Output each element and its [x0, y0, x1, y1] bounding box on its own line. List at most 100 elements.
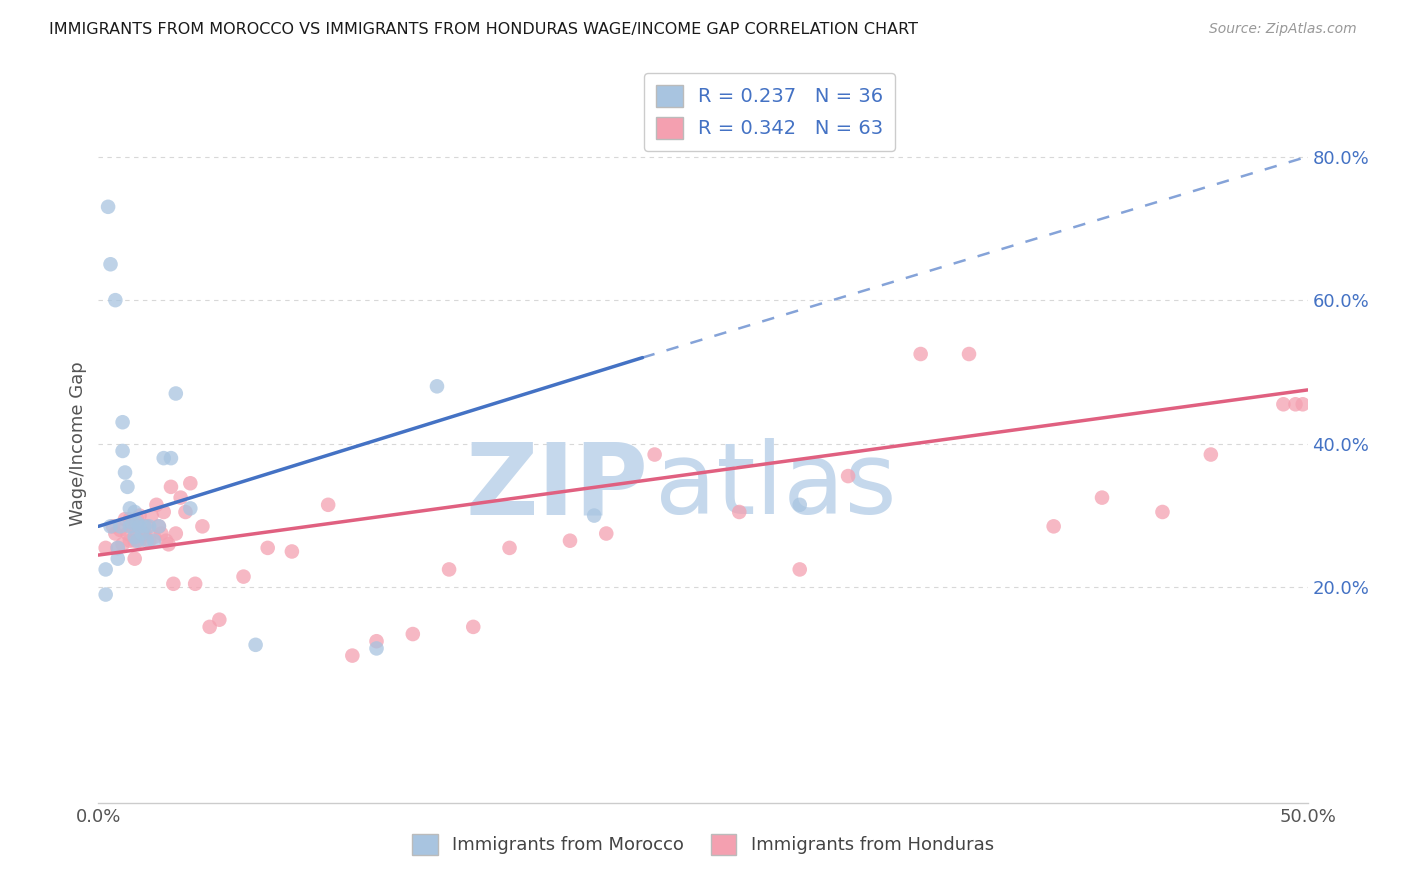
- Point: [107, 541, 129, 555]
- Point: [595, 526, 617, 541]
- Point: [107, 541, 129, 555]
- Point: [165, 526, 187, 541]
- Point: [184, 576, 207, 591]
- Point: [145, 498, 167, 512]
- Point: [121, 519, 143, 533]
- Point: [127, 512, 149, 526]
- Point: [111, 444, 134, 458]
- Point: [94, 541, 117, 555]
- Text: atlas: atlas: [655, 438, 896, 535]
- Point: [148, 519, 170, 533]
- Point: [198, 620, 221, 634]
- Point: [463, 620, 485, 634]
- Point: [131, 526, 153, 541]
- Point: [114, 466, 136, 480]
- Text: ZIP: ZIP: [465, 438, 648, 535]
- Point: [100, 519, 122, 533]
- Text: IMMIGRANTS FROM MOROCCO VS IMMIGRANTS FROM HONDURAS WAGE/INCOME GAP CORRELATION : IMMIGRANTS FROM MOROCCO VS IMMIGRANTS FR…: [49, 22, 918, 37]
- Point: [143, 533, 166, 548]
- Point: [111, 415, 134, 429]
- Point: [910, 347, 932, 361]
- Point: [131, 526, 153, 541]
- Point: [174, 505, 197, 519]
- Point: [232, 569, 254, 583]
- Point: [124, 551, 146, 566]
- Point: [150, 526, 173, 541]
- Point: [1272, 397, 1295, 411]
- Point: [104, 526, 127, 541]
- Legend: Immigrants from Morocco, Immigrants from Honduras: Immigrants from Morocco, Immigrants from…: [405, 827, 1001, 862]
- Point: [179, 476, 201, 491]
- Point: [121, 516, 143, 530]
- Point: [366, 641, 388, 656]
- Point: [124, 533, 146, 548]
- Point: [117, 526, 139, 541]
- Point: [148, 519, 170, 533]
- Point: [1152, 505, 1174, 519]
- Point: [118, 519, 141, 533]
- Point: [1042, 519, 1064, 533]
- Point: [94, 588, 117, 602]
- Point: [316, 498, 339, 512]
- Point: [162, 576, 184, 591]
- Point: [127, 516, 149, 530]
- Point: [118, 512, 141, 526]
- Point: [124, 530, 146, 544]
- Point: [191, 519, 214, 533]
- Point: [135, 533, 157, 548]
- Point: [1199, 448, 1222, 462]
- Point: [128, 508, 150, 523]
- Point: [141, 508, 163, 523]
- Text: Source: ZipAtlas.com: Source: ZipAtlas.com: [1209, 22, 1357, 37]
- Point: [644, 448, 666, 462]
- Point: [169, 491, 191, 505]
- Point: [108, 519, 131, 533]
- Point: [128, 519, 150, 533]
- Point: [111, 537, 134, 551]
- Point: [97, 200, 120, 214]
- Point: [152, 451, 174, 466]
- Point: [179, 501, 201, 516]
- Point: [127, 533, 149, 548]
- Point: [256, 541, 278, 555]
- Point: [208, 613, 231, 627]
- Point: [558, 533, 581, 548]
- Point: [160, 451, 183, 466]
- Point: [117, 480, 139, 494]
- Point: [498, 541, 520, 555]
- Point: [366, 634, 388, 648]
- Point: [281, 544, 304, 558]
- Point: [155, 533, 177, 548]
- Point: [165, 386, 187, 401]
- Point: [342, 648, 364, 663]
- Point: [789, 498, 811, 512]
- Point: [1091, 491, 1114, 505]
- Point: [402, 627, 425, 641]
- Point: [107, 551, 129, 566]
- Y-axis label: Wage/Income Gap: Wage/Income Gap: [69, 361, 87, 526]
- Point: [157, 537, 180, 551]
- Point: [245, 638, 267, 652]
- Point: [957, 347, 980, 361]
- Point: [152, 505, 174, 519]
- Point: [143, 530, 166, 544]
- Point: [426, 379, 449, 393]
- Point: [138, 533, 160, 548]
- Point: [135, 519, 157, 533]
- Point: [134, 526, 156, 541]
- Point: [118, 533, 141, 548]
- Point: [583, 508, 606, 523]
- Point: [1284, 397, 1306, 411]
- Point: [837, 469, 859, 483]
- Point: [104, 293, 127, 307]
- Point: [160, 480, 183, 494]
- Point: [100, 257, 122, 271]
- Point: [108, 523, 131, 537]
- Point: [94, 562, 117, 576]
- Point: [101, 519, 124, 533]
- Point: [118, 501, 141, 516]
- Point: [728, 505, 751, 519]
- Point: [1292, 397, 1315, 411]
- Point: [124, 505, 146, 519]
- Point: [789, 562, 811, 576]
